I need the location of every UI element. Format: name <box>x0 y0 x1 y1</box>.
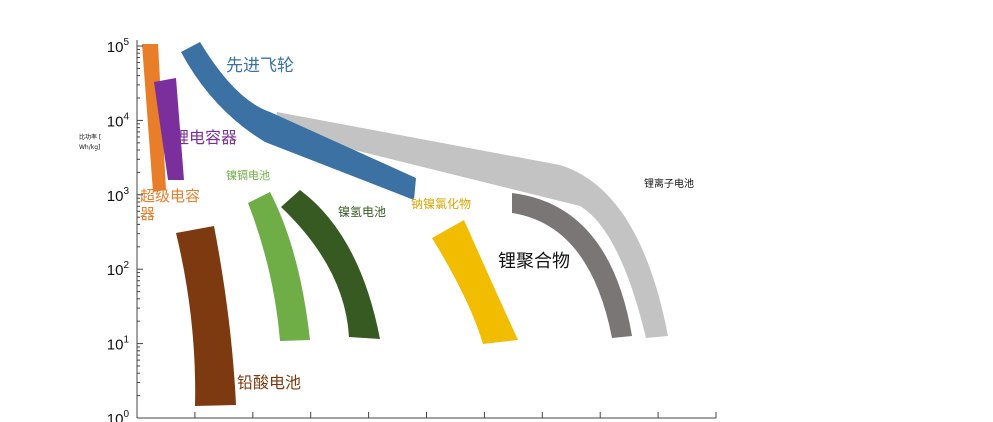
y-tick-label: 103 <box>107 186 130 205</box>
x-axis-ticks <box>194 412 717 418</box>
label-supercapacitor-line2: 器 <box>140 205 155 223</box>
band-lithium-ion <box>274 112 668 338</box>
label-lead-acid: 铅酸电池 <box>237 373 301 392</box>
label-lithium-ion: 锂离子电池 <box>644 177 694 190</box>
band-nicd <box>248 192 310 341</box>
y-tick-label: 100 <box>107 409 130 422</box>
y-axis-label-line1: 比功率 [ <box>79 133 101 141</box>
label-sodium-nickel: 钠镍氯化物 <box>411 196 471 211</box>
label-lithium-capacitor: 锂电容器 <box>173 128 237 147</box>
y-tick-label: 102 <box>107 260 130 279</box>
band-sodium-nickel <box>432 220 518 344</box>
label-nimh: 镍氢电池 <box>338 204 386 219</box>
y-tick-label: 105 <box>107 37 130 56</box>
y-axis-ticks: 100 101 102 103 104 105 <box>107 37 143 422</box>
y-tick-label: 101 <box>107 335 130 354</box>
label-supercapacitor-line1: 超级电容 <box>140 187 200 205</box>
label-lithium-polymer: 锂聚合物 <box>498 251 570 272</box>
label-nicd: 镍镉电池 <box>226 168 270 182</box>
band-lithium-polymer <box>512 193 632 338</box>
band-flywheel <box>181 42 416 200</box>
band-lithium-capacitor <box>154 78 184 180</box>
label-flywheel: 先进飞轮 <box>226 56 294 76</box>
series-bands <box>142 42 668 406</box>
y-axis-label-line2: Wh/kg] <box>79 144 100 151</box>
band-lead-acid <box>176 226 236 406</box>
band-nimh <box>281 190 380 339</box>
y-tick-label: 104 <box>107 111 130 130</box>
